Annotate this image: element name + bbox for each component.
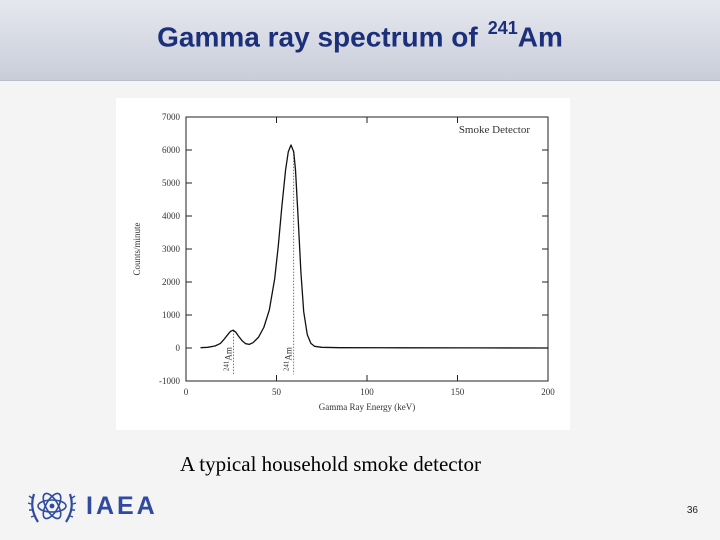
- peak-label: 241Am: [223, 347, 234, 371]
- y-tick-label: 4000: [162, 211, 181, 221]
- title-text: Gamma ray spectrum of: [157, 21, 478, 53]
- slide-caption: A typical household smoke detector: [180, 452, 481, 476]
- plot-frame: [185, 116, 549, 382]
- y-tick-label: 0: [176, 343, 181, 353]
- y-tick-label: 3000: [162, 244, 181, 254]
- peak-label: 241Am: [283, 347, 294, 371]
- x-tick-label: 100: [360, 387, 374, 397]
- y-tick-label: 1000: [162, 310, 181, 320]
- slide-header: Gamma ray spectrum of 241Am: [0, 0, 720, 81]
- y-tick-label: -1000: [159, 376, 180, 386]
- spectrum-chart: -1000 0 1000 2000 3000 4000 5000 6000 7000 0 50 100…: [116, 98, 570, 430]
- un-atom-emblem-icon: [27, 492, 77, 523]
- y-tick-label: 2000: [162, 277, 181, 287]
- x-tick-label: 150: [451, 387, 465, 397]
- logo-text: IAEA: [86, 492, 158, 520]
- isotope-symbol: Am: [517, 21, 563, 53]
- spectrum-plot: -1000 0 1000 2000 3000 4000 5000 6000 7000 0 50 100…: [132, 112, 555, 412]
- y-tick-label: 6000: [162, 145, 181, 155]
- isotope-mass-number: 241: [487, 18, 518, 38]
- y-tick-label: 7000: [162, 112, 181, 122]
- peak-label-symbol: Am: [224, 347, 234, 361]
- y-axis-label: Counts/minute: [132, 222, 142, 275]
- peak-label-mass: 241: [283, 360, 291, 371]
- iaea-logo: IAEA: [26, 484, 166, 530]
- slide-title: Gamma ray spectrum of 241Am: [0, 18, 720, 53]
- x-tick-label: 50: [272, 387, 282, 397]
- x-tick-label: 200: [541, 387, 555, 397]
- chart-title: Smoke Detector: [459, 124, 531, 136]
- peak-label-symbol: Am: [284, 347, 294, 361]
- x-tick-label: 0: [184, 387, 189, 397]
- x-axis-label: Gamma Ray Energy (keV): [319, 402, 416, 412]
- spectrum-line: [200, 144, 549, 349]
- y-tick-label: 5000: [162, 178, 181, 188]
- peak-label-mass: 241: [223, 360, 231, 371]
- page-number: 36: [686, 505, 698, 516]
